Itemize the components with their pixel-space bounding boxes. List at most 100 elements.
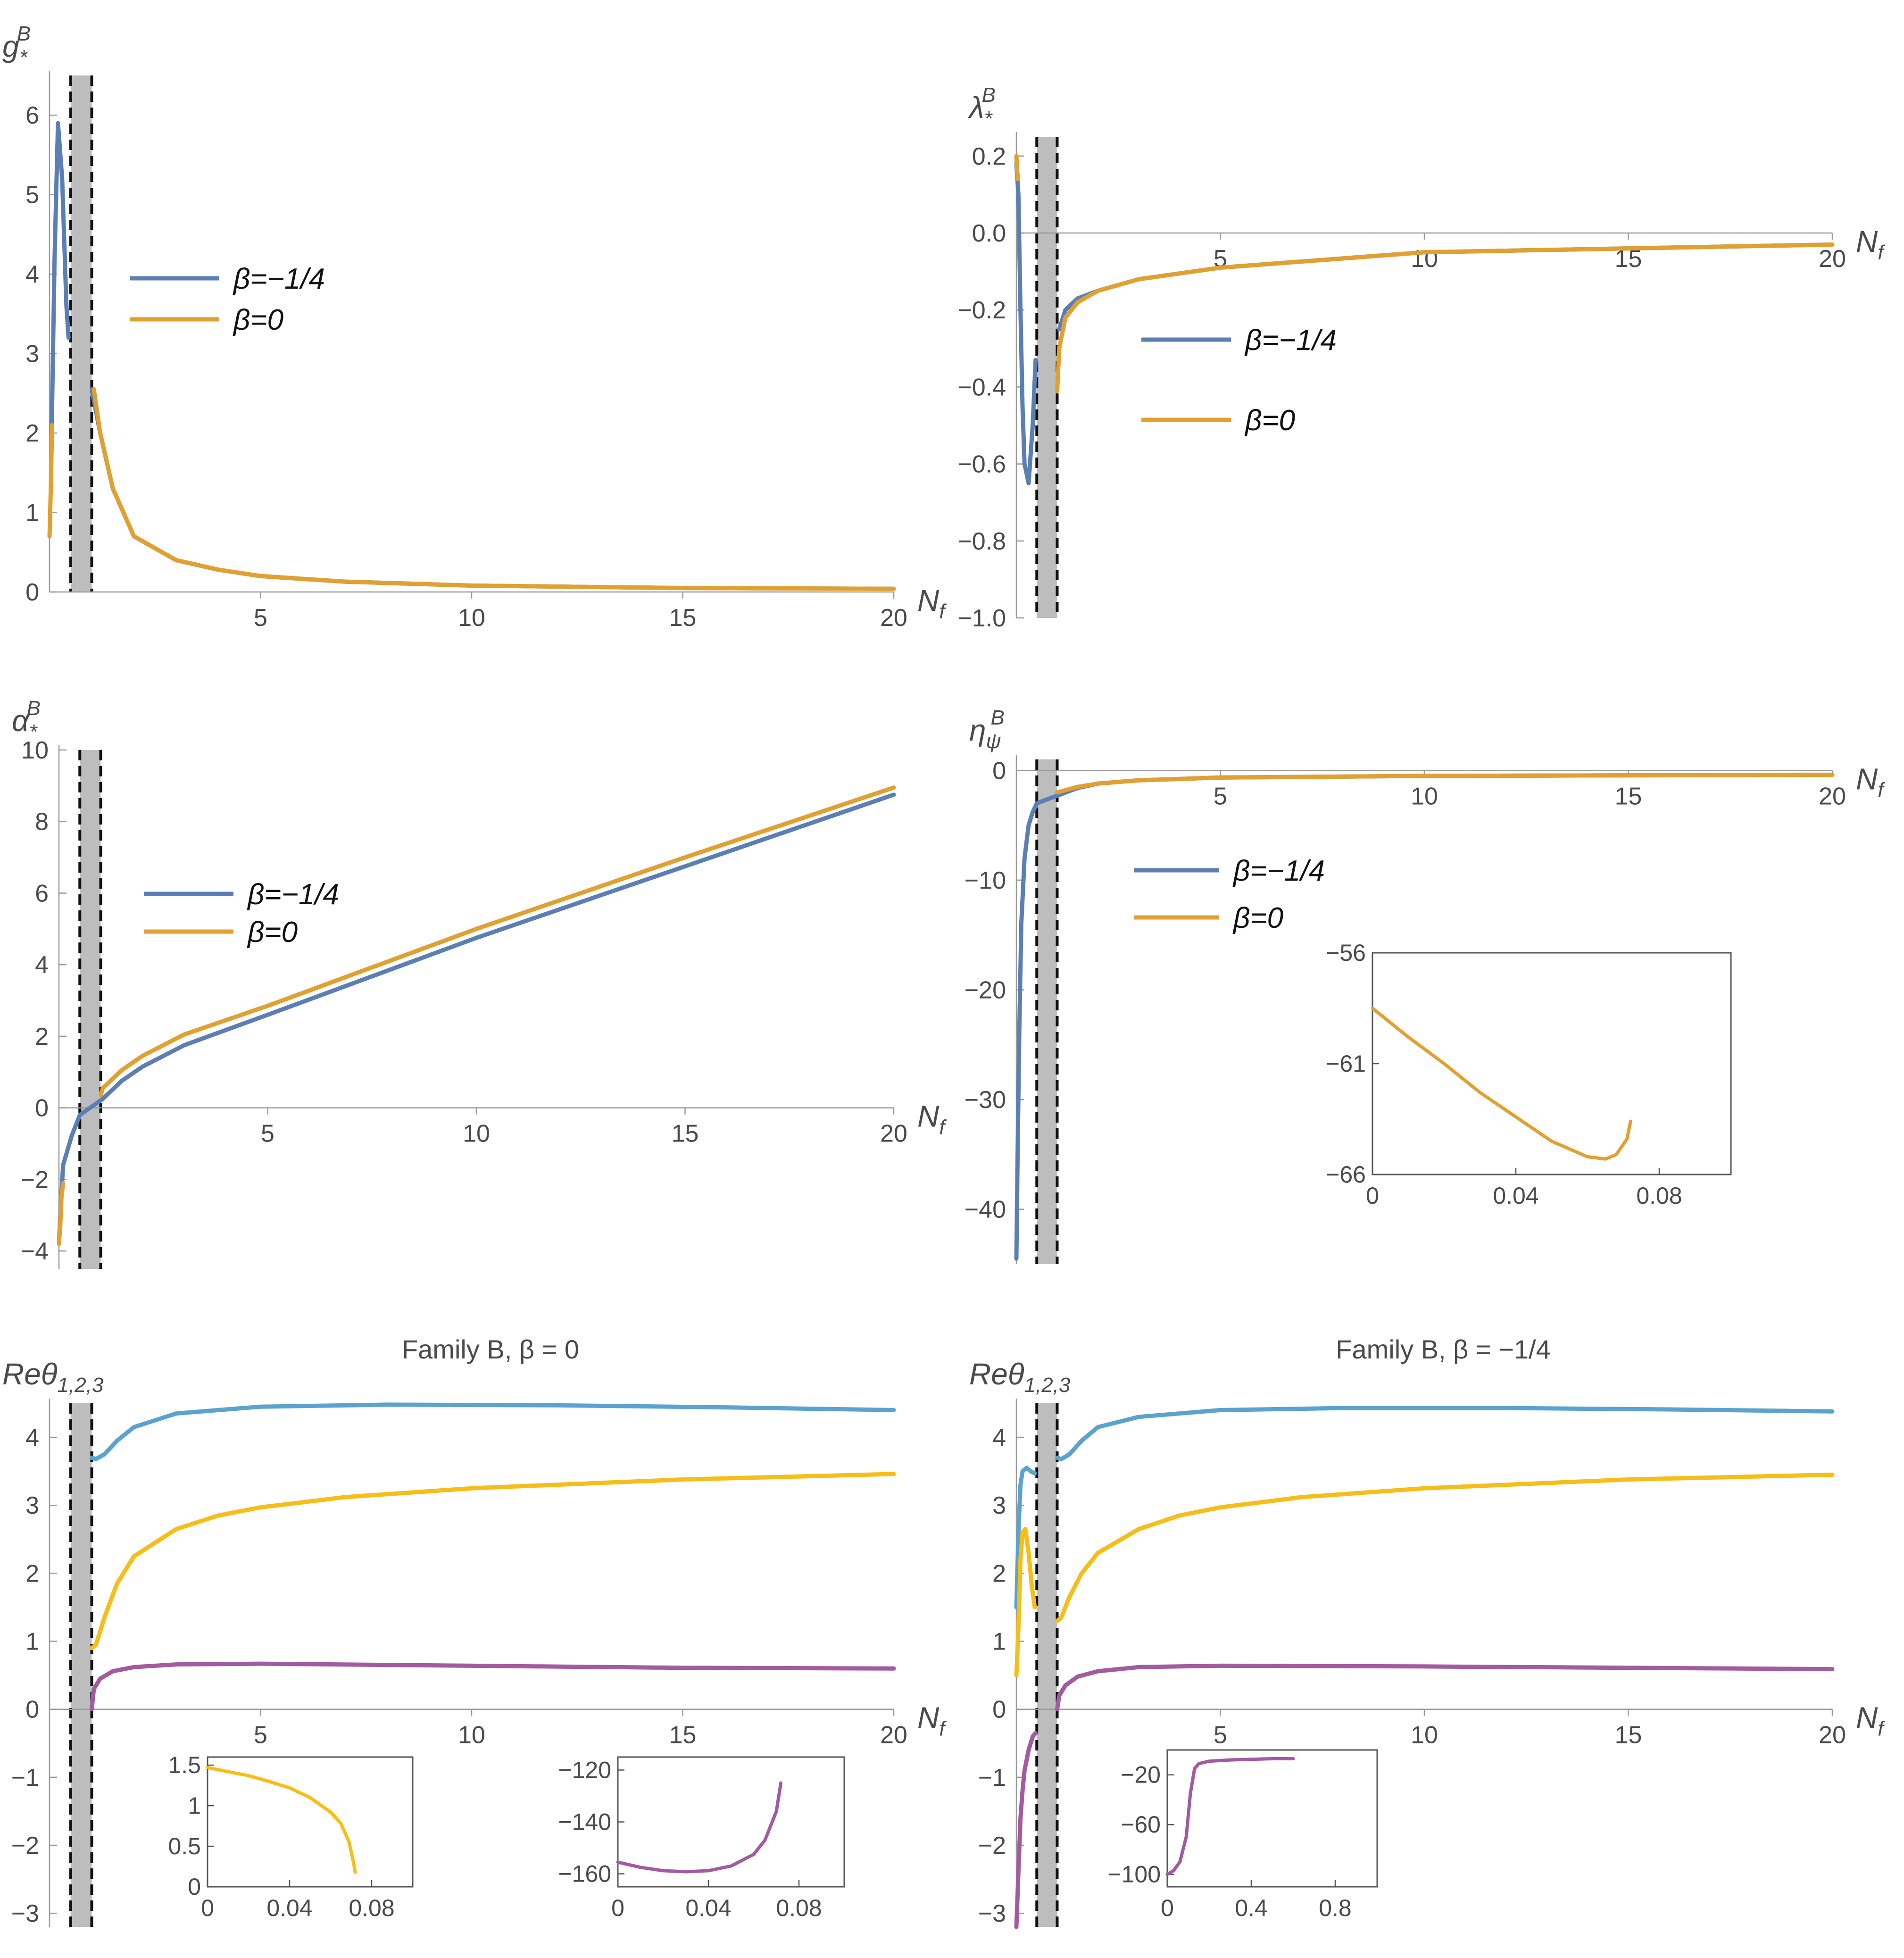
x-tick-label: 15 xyxy=(1615,783,1642,810)
y-tick-label: −2 xyxy=(21,1166,49,1193)
legend-label: β=−1/4 xyxy=(1244,324,1337,357)
x-axis-label: Nf xyxy=(1856,1701,1886,1741)
inset-ytick-label: −66 xyxy=(1326,1161,1366,1188)
excluded-band xyxy=(70,1403,92,1927)
series-1-line-part1 xyxy=(1014,161,1038,485)
inset-ytick-label: −60 xyxy=(1121,1811,1161,1838)
y-tick-label: −40 xyxy=(964,1196,1006,1224)
series-2-line-part1 xyxy=(47,423,54,539)
inset-1-ytick-label: 1.5 xyxy=(168,1752,201,1778)
panel-theta_bm: Family B, β = −1/45 10 15 2043210−1−2−3NfRe… xyxy=(969,1334,1886,1929)
y-tick-label: 6 xyxy=(35,880,49,907)
y-tick-label: −20 xyxy=(964,976,1006,1004)
inset-ytick-label: −61 xyxy=(1326,1050,1366,1077)
y-tick-label: 4 xyxy=(35,951,49,979)
y-tick-label: −10 xyxy=(964,867,1006,894)
y-tick-label: 1 xyxy=(25,500,39,527)
series-3-line-part1 xyxy=(1014,1731,1038,1929)
x-tick-label: 15 xyxy=(669,1722,697,1749)
inset-1-xtick-label: 0.08 xyxy=(349,1895,394,1921)
panel-g: 5 10 15 20 0 1 2 3 4 5 6 Nf g*B β=−1/4 β=0 xyxy=(2,22,947,632)
y-tick-label: −0.8 xyxy=(957,528,1006,555)
y-tick-label: 1 xyxy=(25,1628,39,1656)
y-tick-label: 10 xyxy=(21,737,49,764)
inset-2-series-1-line xyxy=(616,1781,783,1874)
y-tick-label: 3 xyxy=(25,341,39,368)
inset-1-frame xyxy=(207,1756,414,1888)
legend-label: β=0 xyxy=(233,304,283,336)
inset-ytick-label: −100 xyxy=(1107,1861,1161,1888)
x-tick-label: 5 xyxy=(261,1120,274,1148)
inset-series-1-line xyxy=(1371,1007,1632,1161)
y-tick-label: −0.4 xyxy=(957,374,1006,401)
x-tick-label: 20 xyxy=(1819,245,1846,273)
series-1-line-part1 xyxy=(50,121,71,435)
legend-label: β=−1/4 xyxy=(233,263,325,295)
y-tick-label: 6 xyxy=(25,102,39,129)
y-tick-label: 2 xyxy=(25,420,39,447)
panel-theta_b0: Family B, β = 05 10 15 2043210−1−2−3NfReθ1,… xyxy=(2,1334,947,1927)
legend-label: β=−1/4 xyxy=(247,878,339,911)
inset-2-xtick-label: 0.04 xyxy=(685,1895,731,1921)
y-tick-label: −0.2 xyxy=(957,297,1006,324)
y-tick-label: −4 xyxy=(21,1238,49,1265)
y-tick-label: 8 xyxy=(35,808,49,836)
y-axis-label: ηψB xyxy=(969,706,1005,753)
inset-1-xtick-label: 0.04 xyxy=(266,1895,312,1921)
x-tick-label: 5 xyxy=(1214,1722,1227,1749)
y-tick-label: 0 xyxy=(35,1095,49,1122)
panel-title: Family B, β = −1/4 xyxy=(1336,1334,1551,1364)
inset-1-ytick-label: 0 xyxy=(188,1874,201,1900)
y-axis-label: Reθ1,2,3 xyxy=(2,1357,104,1397)
y-tick-label: −1.0 xyxy=(957,605,1006,632)
series-2-line-part1 xyxy=(1014,1527,1037,1678)
y-tick-label: 4 xyxy=(25,261,39,288)
series-2-line-part1 xyxy=(1014,154,1020,182)
inset-1: 0 0.04 0.08 1.5 1 0.5 0 xyxy=(168,1752,414,1921)
series-2-line-part2 xyxy=(1055,1472,1835,1623)
excluded-band xyxy=(1037,759,1057,1264)
legend-label: β=0 xyxy=(247,916,298,949)
inset-series-1-line xyxy=(1165,1757,1295,1876)
x-tick-label: 10 xyxy=(1411,1722,1438,1749)
series-2-line-part2 xyxy=(1055,242,1835,393)
series-2-line-part2 xyxy=(91,387,896,591)
y-tick-label: 0.0 xyxy=(972,220,1006,247)
inset-2-xtick-label: 0 xyxy=(611,1895,624,1921)
y-tick-label: −2 xyxy=(11,1832,39,1859)
x-tick-label: 20 xyxy=(1819,1722,1846,1749)
x-axis-label: Nf xyxy=(1856,762,1886,801)
x-tick-label: 10 xyxy=(1411,783,1438,810)
series-1-line-part2 xyxy=(1057,242,1835,332)
y-axis-label: Reθ1,2,3 xyxy=(969,1357,1071,1397)
y-tick-label: 4 xyxy=(992,1424,1006,1451)
x-tick-label: 10 xyxy=(458,1722,485,1749)
legend-label: β=0 xyxy=(1232,902,1283,934)
y-tick-label: 3 xyxy=(25,1492,39,1519)
y-tick-label: 0 xyxy=(992,1696,1006,1724)
inset: 0 0.4 0.8 −20 −60 −100 xyxy=(1107,1749,1378,1921)
x-axis-label: Nf xyxy=(917,1100,947,1139)
inset-xtick-label: 0.8 xyxy=(1319,1895,1352,1921)
y-tick-label: −1 xyxy=(978,1764,1006,1791)
series-1-line-part2 xyxy=(90,387,896,591)
excluded-band xyxy=(1037,137,1057,618)
inset-2-ytick-label: −160 xyxy=(558,1861,611,1887)
inset-frame xyxy=(1166,1749,1378,1888)
y-tick-label: −0.6 xyxy=(957,451,1006,478)
y-tick-label: 0 xyxy=(25,1696,39,1724)
x-tick-label: 5 xyxy=(254,1722,267,1749)
series-3-line-part2 xyxy=(1055,1663,1835,1712)
inset: 0 0.04 0.08 −56 −61 −66 xyxy=(1326,940,1732,1209)
legend-label: β=−1/4 xyxy=(1232,855,1325,887)
y-axis-label: g*B xyxy=(2,22,31,69)
inset-2-ytick-label: −120 xyxy=(558,1757,611,1783)
y-tick-label: 1 xyxy=(992,1628,1006,1656)
x-tick-label: 20 xyxy=(880,1722,907,1749)
y-tick-label: 2 xyxy=(992,1560,1006,1587)
inset-ytick-label: −20 xyxy=(1121,1762,1161,1788)
y-tick-label: −3 xyxy=(978,1900,1006,1927)
inset-xtick-label: 0.04 xyxy=(1493,1183,1538,1209)
